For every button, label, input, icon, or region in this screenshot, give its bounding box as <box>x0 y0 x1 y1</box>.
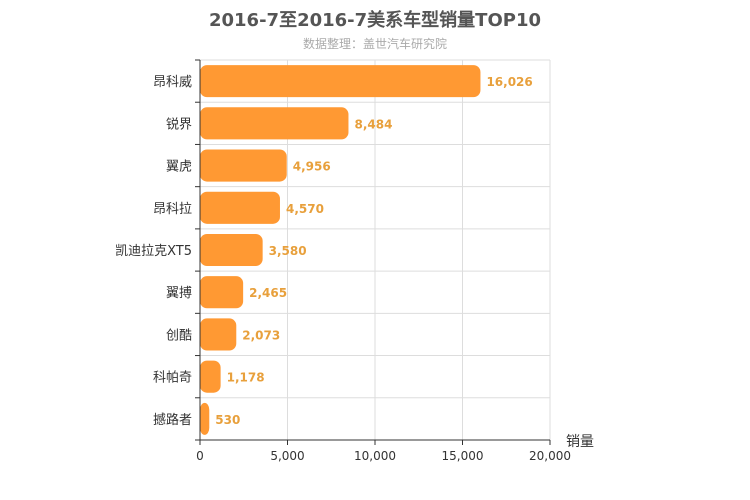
x-axis-title: 销量 <box>566 434 594 450</box>
category-label: 锐界 <box>166 117 192 132</box>
bar <box>200 149 287 182</box>
bar <box>200 107 349 140</box>
value-label: 3,580 <box>269 244 307 258</box>
bar <box>200 318 237 351</box>
x-tick-label: 20,000 <box>529 449 571 463</box>
bar <box>200 276 244 309</box>
x-tick-label: 0 <box>196 449 204 463</box>
category-label: 凯迪拉克XT5 <box>115 244 192 259</box>
value-label: 530 <box>215 413 240 427</box>
bar <box>200 65 481 98</box>
chart-title: 2016-7至2016-7美系车型销量TOP10 <box>208 10 541 31</box>
value-label: 2,073 <box>242 328 280 342</box>
x-tick-label: 5,000 <box>270 449 304 463</box>
category-label: 创酷 <box>166 328 192 343</box>
x-tick-label: 10,000 <box>354 449 396 463</box>
category-label: 翼虎 <box>166 160 192 175</box>
category-label: 昂科拉 <box>153 202 192 217</box>
chart-subtitle: 数据整理：盖世汽车研究院 <box>302 37 447 51</box>
category-label: 撼路者 <box>153 412 192 428</box>
value-label: 4,956 <box>293 160 331 174</box>
bar <box>200 360 221 393</box>
category-label: 翼搏 <box>166 285 192 301</box>
x-tick-label: 15,000 <box>442 449 484 463</box>
value-label: 8,484 <box>354 117 392 131</box>
category-label: 昂科威 <box>153 75 192 90</box>
bar <box>200 191 280 224</box>
bar <box>200 233 263 267</box>
value-label: 16,026 <box>486 75 532 89</box>
bars: 16,026 8,484 4,956 4,570 3,580 2,465 2,073 1,17… <box>200 65 533 435</box>
value-label: 2,465 <box>249 286 287 300</box>
category-label: 科帕奇 <box>153 370 192 386</box>
value-label: 4,570 <box>286 202 324 216</box>
bar <box>200 402 210 435</box>
value-label: 1,178 <box>227 371 265 385</box>
